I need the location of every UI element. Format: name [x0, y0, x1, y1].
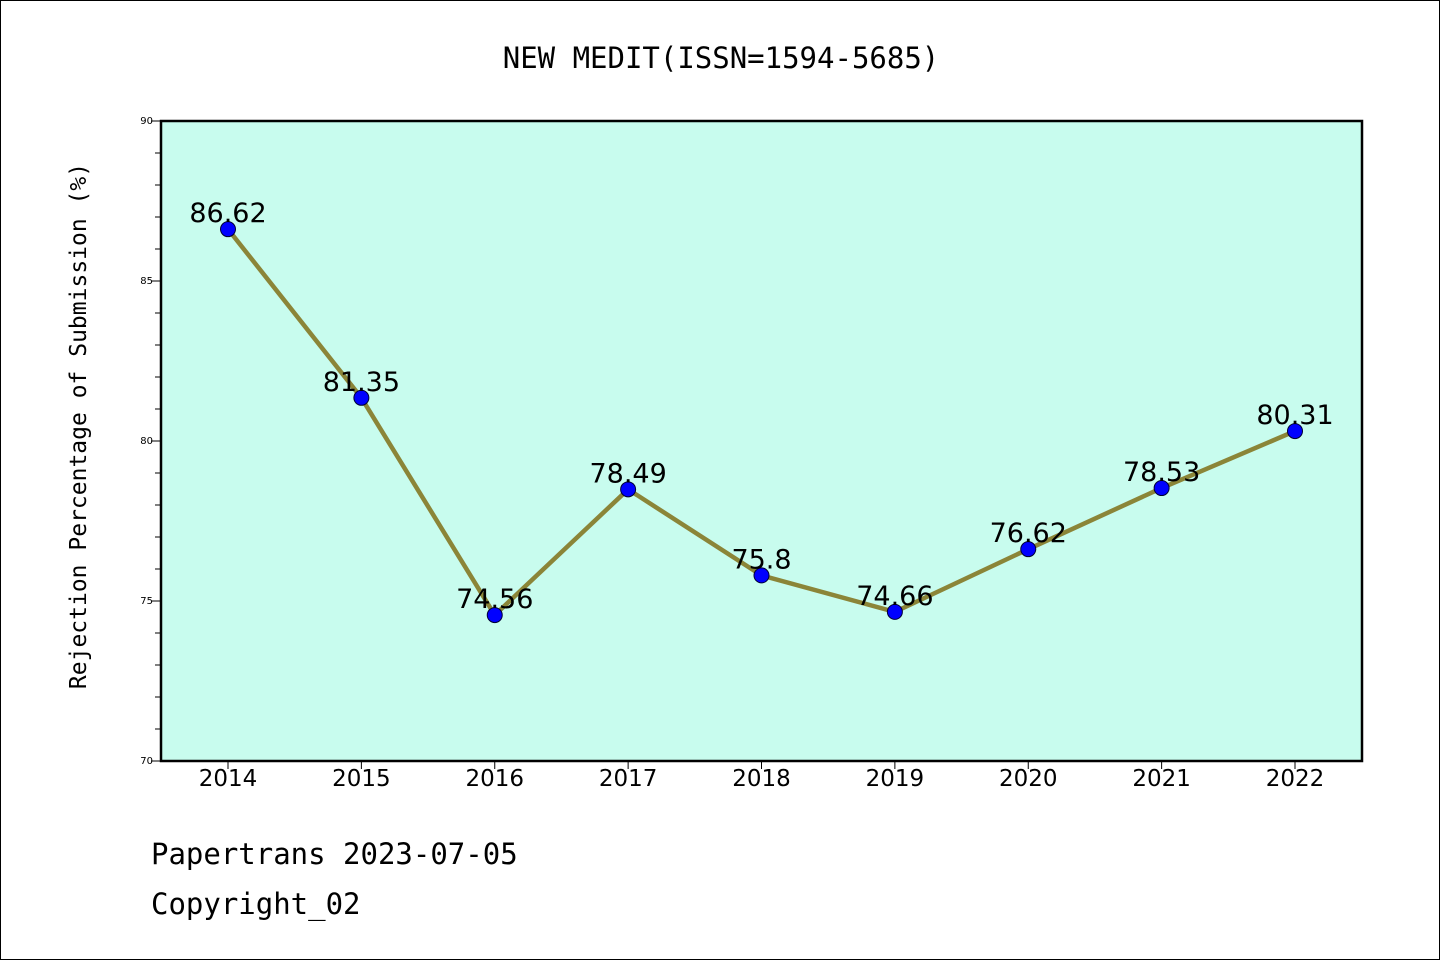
- x-tick-label: 2022: [1266, 766, 1325, 792]
- data-label: 76.62: [990, 518, 1067, 549]
- y-axis-label: Rejection Percentage of Submission (%): [66, 163, 92, 689]
- y-tick-label: 90: [140, 116, 153, 127]
- data-point: [620, 481, 637, 498]
- data-point: [1020, 541, 1037, 558]
- data-label: 74.66: [856, 581, 933, 612]
- data-label: 78.53: [1123, 457, 1200, 488]
- y-tick-label: 70: [140, 756, 153, 767]
- data-label: 80.31: [1256, 400, 1333, 431]
- x-tick-label: 2016: [465, 766, 524, 792]
- footer-copyright-text: Copyright_02: [151, 887, 361, 921]
- x-tick-label: 2017: [599, 766, 658, 792]
- x-tick-label: 2015: [332, 766, 391, 792]
- data-point: [1153, 480, 1170, 497]
- data-point: [1287, 423, 1303, 440]
- x-tick-label: 2018: [732, 766, 791, 792]
- y-tick-label: 80: [140, 436, 153, 447]
- data-label: 81.35: [323, 367, 400, 398]
- data-point: [486, 607, 503, 624]
- footer-date-text: Papertrans 2023-07-05: [151, 837, 518, 871]
- x-tick-label: 2014: [199, 766, 258, 792]
- data-label: 86.62: [189, 198, 266, 229]
- plot-background: [161, 121, 1362, 761]
- x-tick-label: 2020: [999, 766, 1058, 792]
- chart-title: NEW MEDIT(ISSN=1594-5685): [503, 41, 940, 75]
- plot-border: [159, 119, 1364, 763]
- y-tick-label: 85: [140, 276, 153, 287]
- data-label: 74.56: [456, 584, 533, 615]
- x-tick-label: 2019: [866, 766, 925, 792]
- data-label: 78.49: [589, 458, 666, 489]
- data-point: [753, 567, 770, 584]
- data-point: [220, 221, 236, 238]
- x-tick-label: 2021: [1132, 766, 1191, 792]
- data-point: [353, 389, 370, 406]
- data-point: [886, 603, 903, 620]
- data-label: 75.8: [731, 544, 791, 575]
- y-tick-label: 75: [140, 596, 153, 607]
